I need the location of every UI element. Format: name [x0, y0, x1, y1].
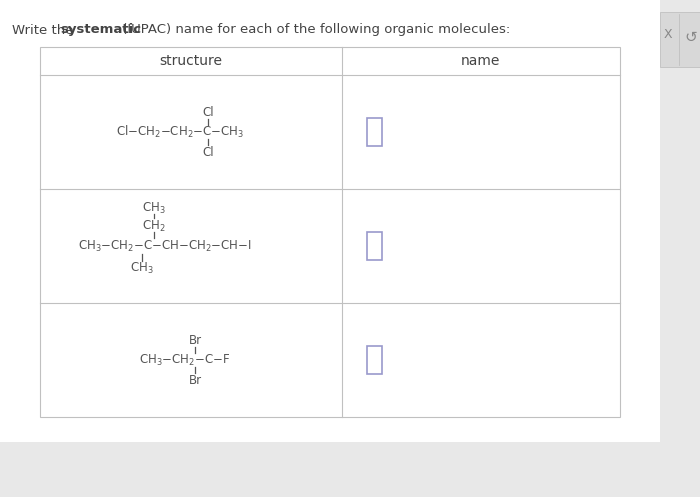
- Text: CH$_3$$-$CH$_2$$-$C$-$CH$-$CH$_2$$-$CH$-$I: CH$_3$$-$CH$_2$$-$C$-$CH$-$CH$_2$$-$CH$-…: [78, 239, 252, 253]
- Text: Br: Br: [188, 374, 202, 387]
- Text: X: X: [664, 28, 672, 42]
- Bar: [0, 0, 660, 442]
- Bar: [367, 232, 382, 260]
- Text: CH$_3$: CH$_3$: [142, 200, 166, 216]
- Text: systematic: systematic: [60, 23, 141, 36]
- Bar: [40, 47, 620, 417]
- Text: CH$_2$: CH$_2$: [142, 219, 166, 234]
- Bar: [367, 118, 382, 146]
- Text: name: name: [461, 54, 500, 68]
- Bar: [660, 12, 700, 67]
- Text: Cl: Cl: [202, 146, 214, 159]
- Text: CH$_3$$-$CH$_2$$-$C$-$F: CH$_3$$-$CH$_2$$-$C$-$F: [139, 352, 230, 368]
- Text: Br: Br: [188, 333, 202, 346]
- Text: CH$_3$: CH$_3$: [130, 260, 154, 275]
- Bar: [367, 346, 382, 374]
- Text: structure: structure: [160, 54, 223, 68]
- Text: (IUPAC) name for each of the following organic molecules:: (IUPAC) name for each of the following o…: [118, 23, 510, 36]
- Text: ↺: ↺: [685, 29, 697, 45]
- Text: Cl: Cl: [202, 105, 214, 118]
- Text: Write the: Write the: [12, 23, 78, 36]
- Text: Cl$-$CH$_2$$-$CH$_2$$-$C$-$CH$_3$: Cl$-$CH$_2$$-$CH$_2$$-$C$-$CH$_3$: [116, 124, 244, 140]
